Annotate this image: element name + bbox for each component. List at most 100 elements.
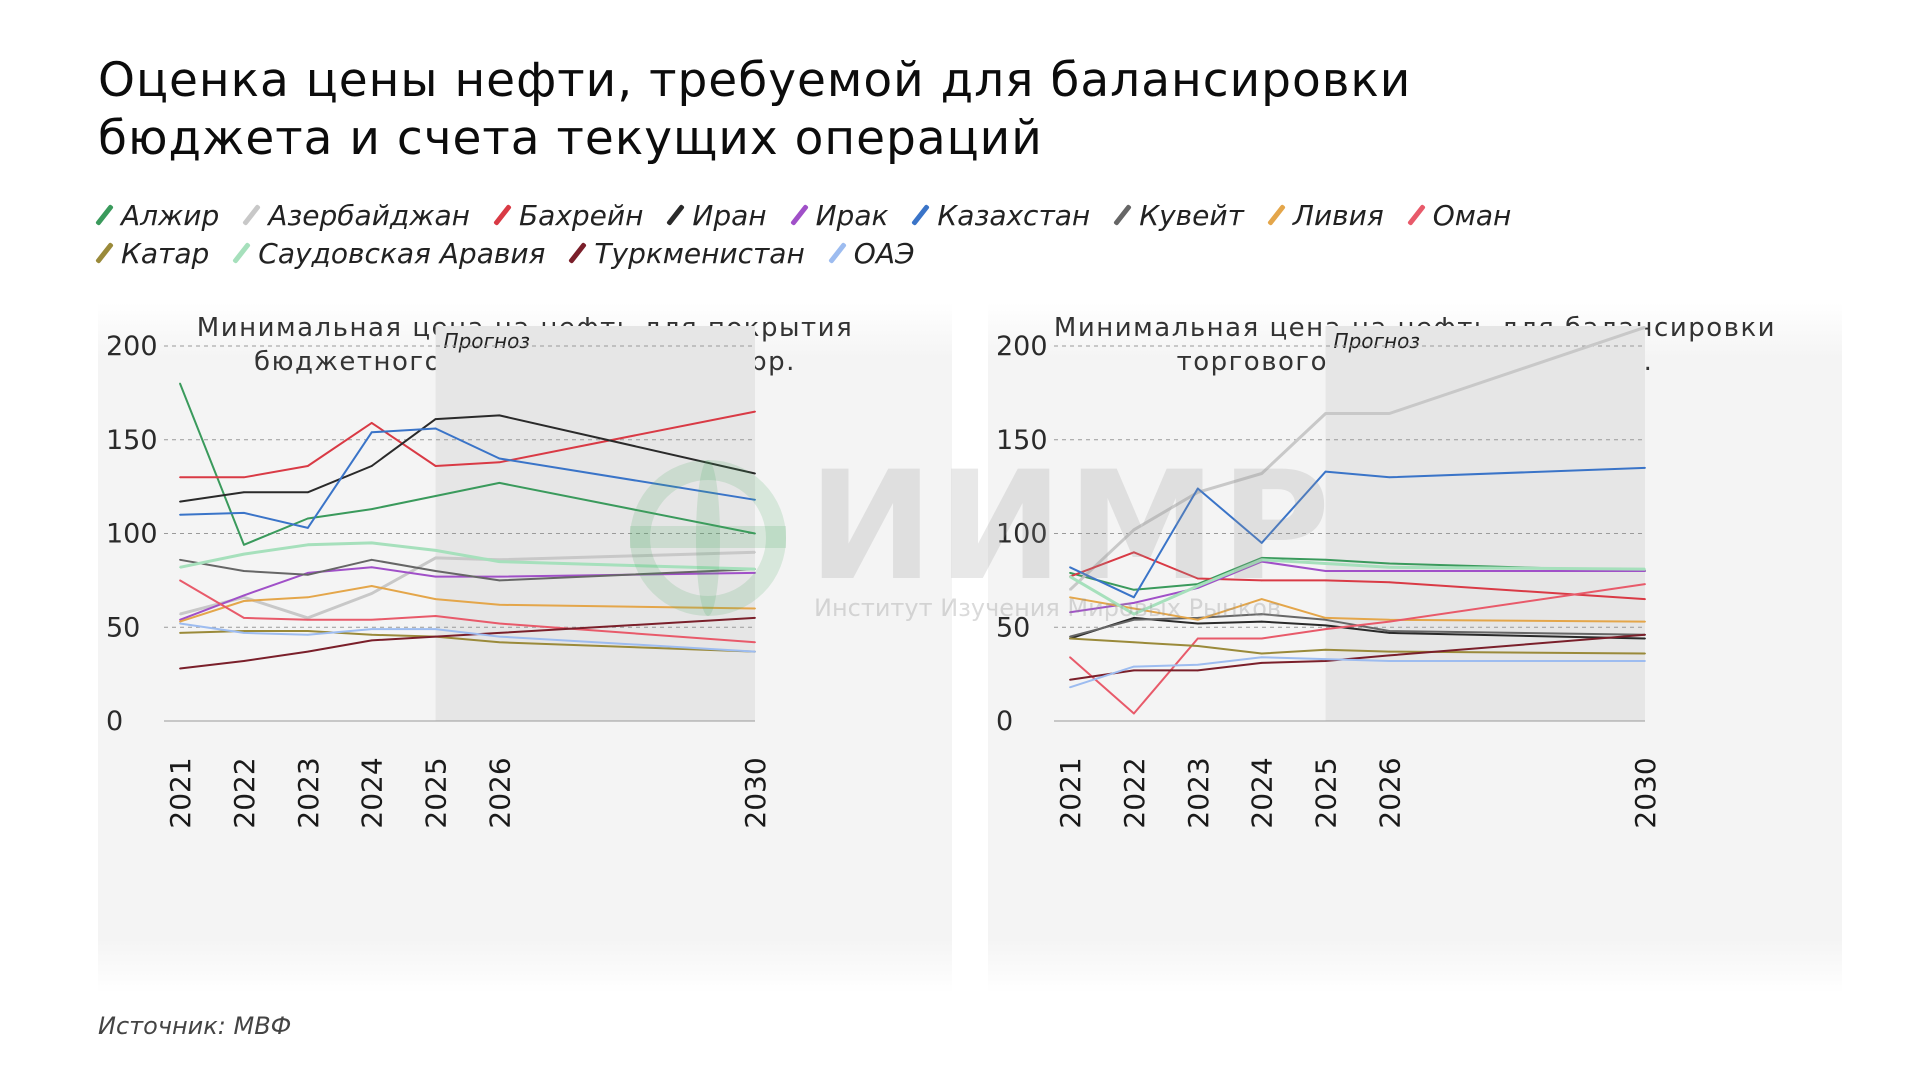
data-point: [306, 465, 309, 467]
data-point: [306, 630, 309, 632]
data-point: [370, 592, 373, 595]
data-point: [370, 639, 373, 642]
legend-item: Иран: [666, 199, 767, 232]
data-point: [306, 543, 309, 546]
data-point: [1644, 598, 1646, 601]
data-point: [370, 558, 373, 561]
data-point: [1132, 641, 1135, 644]
legend-label: Туркменистан: [594, 236, 805, 270]
data-point: [370, 628, 373, 631]
legend-item: ОАЭ: [827, 236, 915, 270]
legend-label: Оман: [1432, 198, 1512, 232]
chart-trade: Прогноз 0 50 100 150 200 2021 2022 2023 2024 2025 2…: [996, 325, 1662, 829]
data-point: [1196, 487, 1199, 490]
data-point: [1324, 562, 1327, 565]
legend-item: Ирак: [789, 199, 888, 232]
data-point: [1324, 579, 1327, 582]
data-point: [1132, 596, 1135, 599]
x-tick-label: 2026: [1373, 757, 1406, 828]
data-point: [1324, 628, 1327, 631]
data-point: [306, 573, 309, 576]
data-point: [754, 498, 756, 501]
data-point: [1260, 613, 1263, 616]
x-tick-label: 2025: [420, 757, 453, 828]
y-tick-label: 0: [996, 706, 1013, 737]
data-point: [242, 570, 245, 572]
data-point: [1196, 663, 1199, 666]
data-point: [434, 427, 437, 430]
data-point: [434, 615, 437, 617]
legend-item: Туркменистан: [568, 236, 805, 270]
legend-swatch: [789, 204, 809, 226]
legend-label: ОАЭ: [853, 236, 915, 270]
data-point: [1069, 596, 1071, 599]
data-point: [1324, 570, 1327, 572]
legend-swatch: [911, 204, 931, 226]
data-point: [434, 628, 437, 631]
data-point: [498, 560, 501, 563]
data-point: [754, 571, 756, 574]
data-point: [1324, 618, 1327, 621]
data-point: [754, 410, 756, 413]
legend-label: Саудовская Аравия: [258, 236, 546, 270]
data-point: [1388, 660, 1391, 662]
data-point: [179, 500, 181, 503]
data-point: [1324, 648, 1327, 651]
data-point: [242, 476, 245, 479]
data-point: [179, 618, 181, 621]
chart-panel-budget: Минимальная цена на нефть для покрытия б…: [98, 303, 952, 993]
data-point: [1196, 622, 1199, 625]
data-point: [1260, 652, 1263, 655]
legend-swatch: [95, 242, 114, 264]
legend-item: Саудовская Аравия: [232, 236, 546, 270]
legend-row-2: Катар Саудовская Аравия Туркменистан ОАЭ: [95, 234, 1858, 272]
data-point: [754, 551, 756, 554]
legend-item: Бахрейн: [493, 199, 643, 232]
data-point: [1388, 618, 1391, 621]
legend-item: Ливия: [1267, 199, 1384, 232]
x-tick-label: 2021: [164, 757, 197, 828]
data-point: [434, 556, 437, 559]
legend-swatch: [568, 242, 588, 264]
y-tick-label: 150: [106, 425, 158, 456]
data-point: [498, 575, 501, 578]
data-point: [1069, 588, 1071, 591]
legend-item: Кувейт: [1113, 199, 1244, 232]
data-point: [1069, 566, 1071, 569]
forecast-label: Прогноз: [1334, 329, 1420, 353]
x-tick-label: 2023: [1182, 757, 1215, 828]
data-point: [1132, 613, 1135, 616]
data-point: [1260, 541, 1263, 544]
data-point: [1388, 620, 1391, 623]
data-point: [1324, 624, 1327, 627]
data-point: [1132, 607, 1135, 610]
source-note: Источник: МВФ: [98, 1012, 292, 1040]
x-tick-label: 2030: [739, 757, 772, 828]
data-point: [370, 541, 373, 544]
legend-label: Алжир: [121, 198, 220, 232]
data-point: [1132, 712, 1135, 715]
data-point: [242, 543, 245, 546]
data-point: [306, 491, 309, 494]
forecast-region: [1325, 326, 1645, 721]
page-title: Оценка цены нефти, требуемой для баланси…: [98, 52, 1698, 168]
data-point: [242, 630, 245, 632]
data-point: [1260, 661, 1263, 664]
data-point: [306, 618, 309, 621]
data-point: [306, 616, 309, 619]
legend-swatch: [1267, 204, 1286, 226]
data-point: [1132, 601, 1135, 604]
data-point: [1644, 637, 1646, 640]
legend-label: Катар: [121, 236, 210, 270]
data-point: [1324, 660, 1327, 662]
data-point: [1324, 470, 1327, 473]
data-point: [1196, 637, 1199, 640]
data-point: [1260, 472, 1263, 475]
data-point: [1644, 633, 1646, 636]
data-point: [1324, 658, 1327, 661]
x-tick-label: 2030: [1629, 757, 1662, 828]
data-point: [370, 633, 373, 636]
data-point: [1260, 656, 1263, 659]
legend-swatch: [666, 204, 686, 226]
data-point: [1132, 669, 1135, 672]
